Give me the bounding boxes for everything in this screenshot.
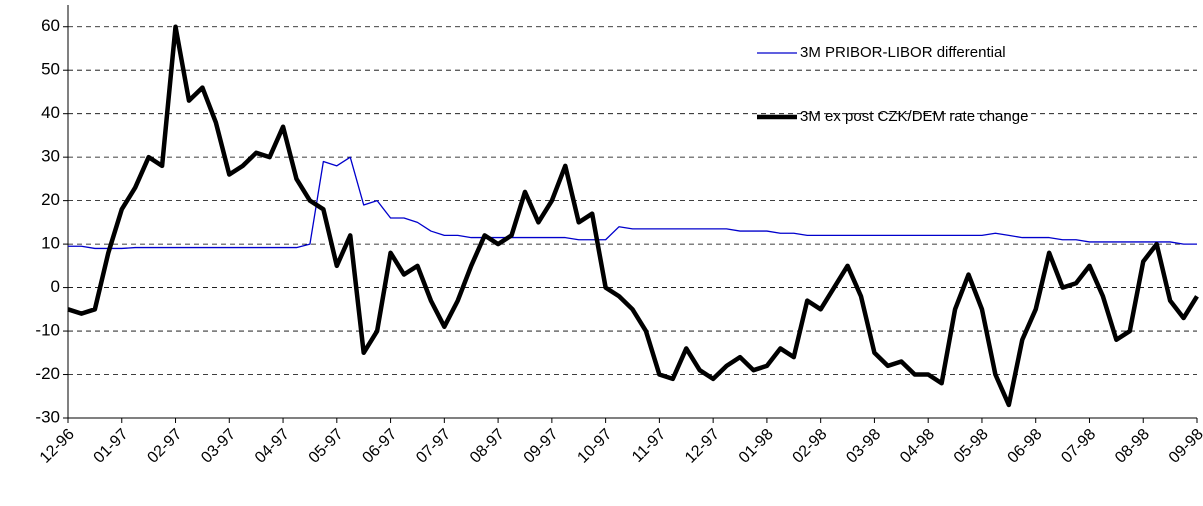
y-tick-label: -20 xyxy=(35,364,60,383)
x-tick-label: 08-97 xyxy=(467,426,508,467)
x-tick-label: 03-97 xyxy=(198,426,239,467)
x-tick-label: 06-97 xyxy=(359,426,400,467)
y-tick-label: -10 xyxy=(35,321,60,340)
y-tick-label: 0 xyxy=(51,277,60,296)
x-tick-label: 02-97 xyxy=(144,426,185,467)
x-tick-label: 02-98 xyxy=(790,426,831,467)
x-tick-label: 03-98 xyxy=(843,426,884,467)
y-tick-label: 40 xyxy=(41,103,60,122)
x-tick-label: 04-98 xyxy=(897,426,938,467)
x-tick-label: 07-97 xyxy=(413,426,454,467)
x-tick-label: 07-98 xyxy=(1058,426,1099,467)
y-tick-label: 30 xyxy=(41,147,60,166)
x-tick-label: 10-97 xyxy=(574,426,615,467)
x-tick-label: 12-96 xyxy=(37,426,78,467)
x-tick-label: 04-97 xyxy=(252,426,293,467)
x-tick-label: 05-98 xyxy=(951,426,992,467)
x-tick-label: 08-98 xyxy=(1112,426,1153,467)
y-tick-label: -30 xyxy=(35,407,60,426)
x-tick-label: 09-98 xyxy=(1166,426,1203,467)
legend-label: 3M PRIBOR-LIBOR differential xyxy=(800,44,1006,61)
x-tick-label: 09-97 xyxy=(521,426,562,467)
series-line xyxy=(68,156,1197,250)
y-tick-label: 10 xyxy=(41,234,60,253)
x-tick-label: 01-97 xyxy=(91,426,132,467)
legend-label: 3M ex post CZK/DEM rate change xyxy=(800,108,1028,125)
x-tick-label: 06-98 xyxy=(1005,426,1046,467)
x-tick-label: 11-97 xyxy=(629,426,669,466)
series-line xyxy=(67,24,1199,408)
x-tick-label: 01-98 xyxy=(736,426,777,467)
x-tick-label: 12-97 xyxy=(682,426,723,467)
y-tick-label: 50 xyxy=(41,60,60,79)
y-tick-label: 60 xyxy=(41,16,60,35)
x-tick-label: 05-97 xyxy=(306,426,347,467)
y-tick-label: 20 xyxy=(41,190,60,209)
